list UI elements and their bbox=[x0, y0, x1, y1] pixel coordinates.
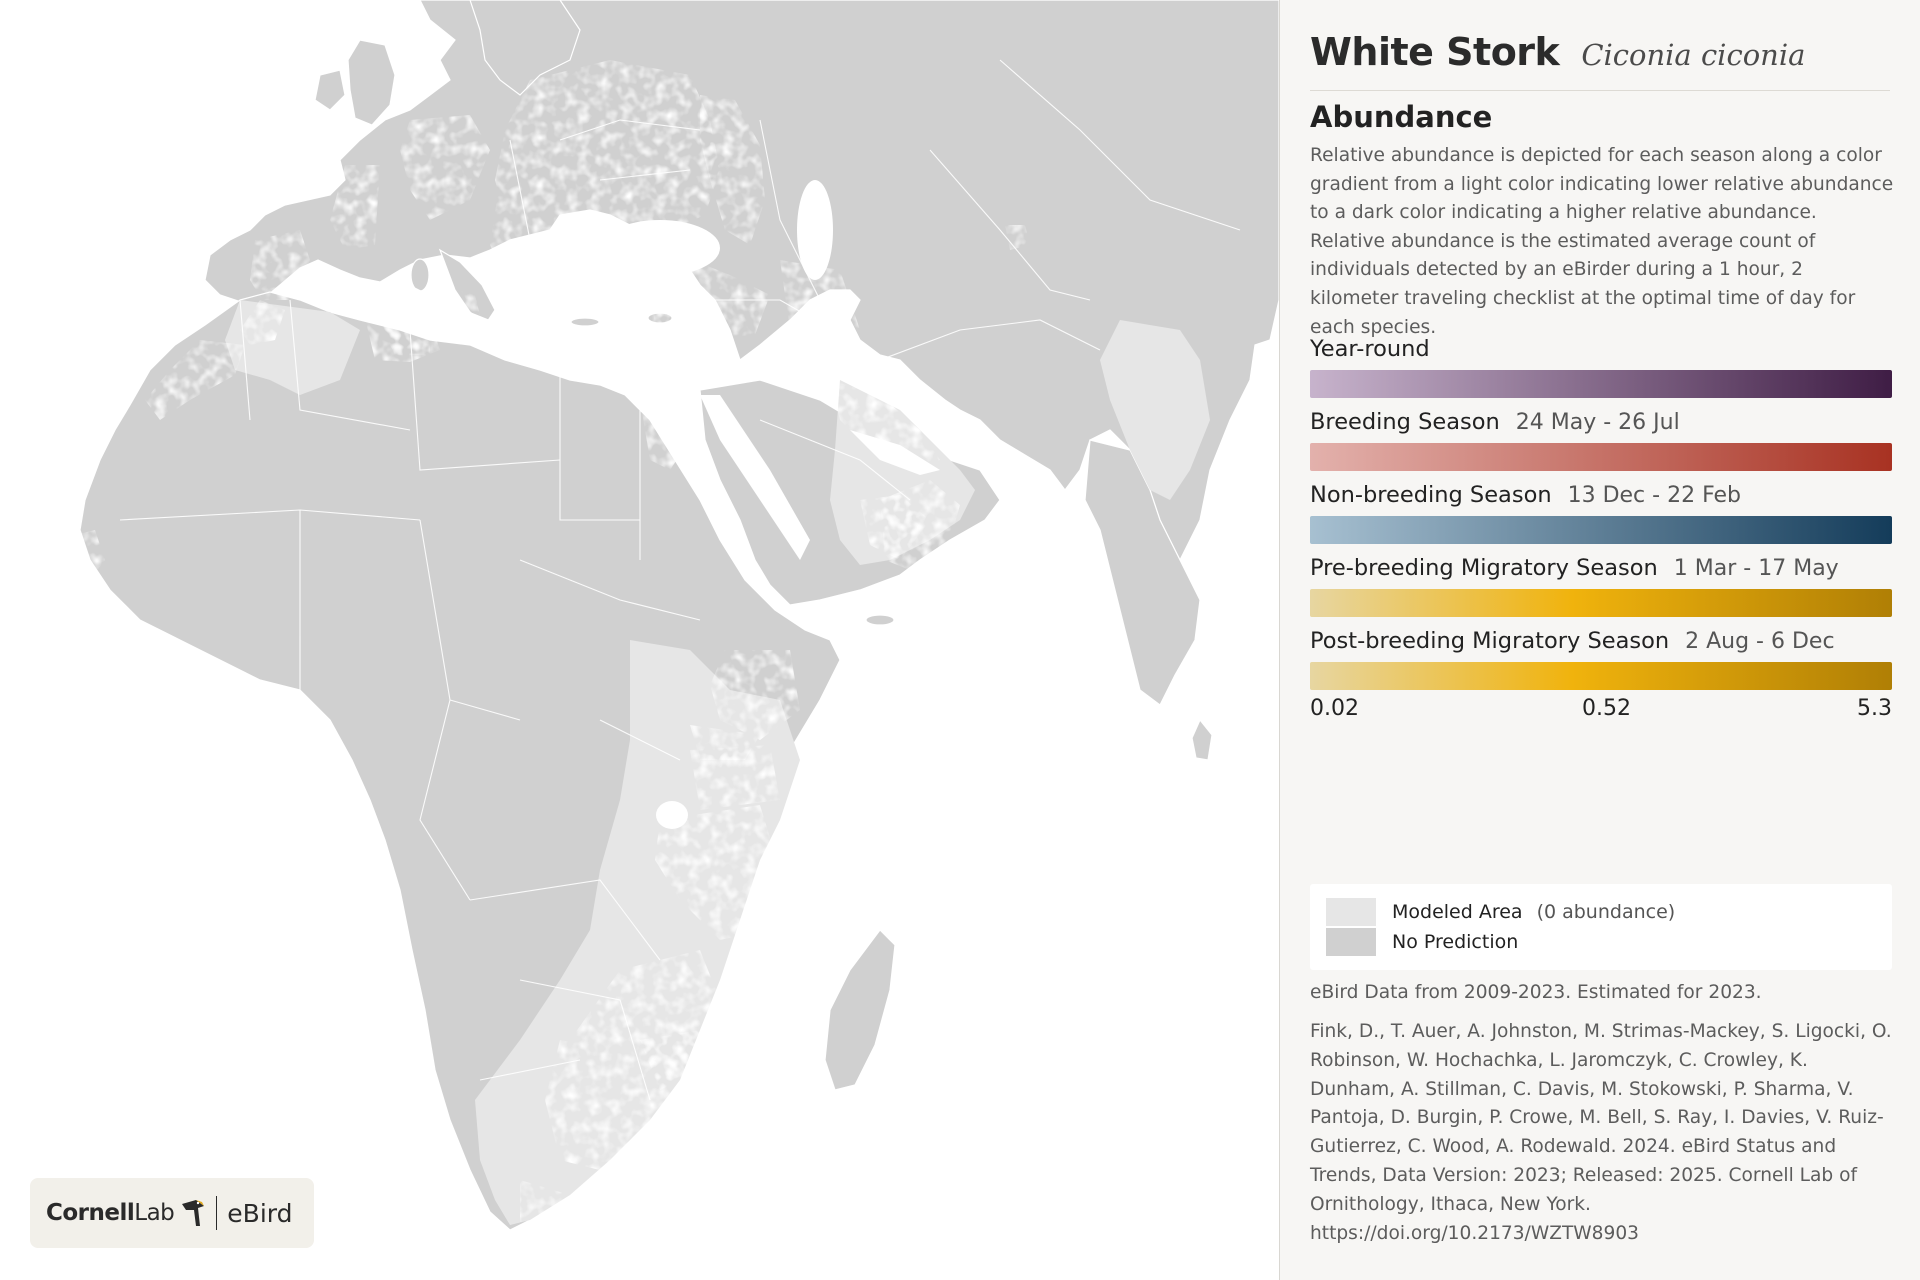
sri-lanka-landmass bbox=[1191, 718, 1213, 761]
area-legend: Modeled Area (0 abundance) No Prediction bbox=[1310, 884, 1892, 970]
season-gradient-bar bbox=[1310, 589, 1892, 617]
season-post-breeding: Post-breeding Migratory Season 2 Aug - 6… bbox=[1310, 628, 1892, 690]
logo-cornell: Cornell bbox=[46, 1200, 135, 1226]
species-scientific-name: Ciconia ciconia bbox=[1581, 38, 1806, 72]
legend-modeled-area: Modeled Area (0 abundance) bbox=[1326, 898, 1675, 926]
info-panel: White Stork Ciconia ciconia Abundance Re… bbox=[1279, 0, 1920, 1280]
abundance-migratory bbox=[455, 95, 1030, 1090]
ireland-landmass bbox=[314, 69, 346, 111]
species-title: White Stork Ciconia ciconia bbox=[1310, 30, 1890, 91]
sardinia-landmass bbox=[410, 258, 430, 292]
species-common-name: White Stork bbox=[1310, 30, 1560, 74]
abundance-description: Relative abundance is depicted for each … bbox=[1310, 145, 1894, 338]
logo-divider bbox=[216, 1196, 218, 1230]
season-label: Breeding Season bbox=[1310, 409, 1500, 435]
season-gradient-bar bbox=[1310, 662, 1892, 690]
scale-min: 0.02 bbox=[1310, 696, 1359, 721]
legend-no-prediction: No Prediction bbox=[1326, 928, 1518, 956]
season-year-round: Year-round bbox=[1310, 336, 1892, 398]
caspian-sea bbox=[797, 180, 833, 280]
scale-mid: 0.52 bbox=[1582, 696, 1631, 721]
season-non-breeding: Non-breeding Season 13 Dec - 22 Feb bbox=[1310, 482, 1892, 544]
logo-ebird: eBird bbox=[227, 1198, 293, 1228]
cornell-lab-ebird-logo[interactable]: CornellLab eBird bbox=[30, 1178, 314, 1248]
season-dates: 13 Dec - 22 Feb bbox=[1567, 483, 1742, 508]
country-borders bbox=[119, 59, 1241, 1101]
no-prediction-swatch bbox=[1326, 928, 1376, 956]
red-sea bbox=[700, 395, 810, 560]
water-layer bbox=[300, 180, 940, 829]
persian-gulf bbox=[850, 430, 940, 475]
scale-ticks: 0.02 0.52 5.3 bbox=[1310, 696, 1892, 726]
lake-victoria bbox=[656, 801, 688, 829]
season-gradient-bar bbox=[1310, 516, 1892, 544]
india-landmass bbox=[1084, 439, 1201, 706]
abundance-map[interactable]: CornellLab eBird bbox=[0, 0, 1279, 1280]
season-dates: 24 May - 26 Jul bbox=[1515, 410, 1680, 435]
data-note: eBird Data from 2009-2023. Estimated for… bbox=[1310, 982, 1762, 1003]
modeled-area-label: Modeled Area bbox=[1392, 901, 1523, 923]
season-label: Year-round bbox=[1310, 336, 1430, 362]
logo-lab: Lab bbox=[134, 1200, 175, 1226]
season-label: Pre-breeding Migratory Season bbox=[1310, 555, 1658, 581]
season-label: Post-breeding Migratory Season bbox=[1310, 628, 1670, 654]
bird-icon bbox=[182, 1200, 205, 1226]
map-canvas bbox=[75, 0, 1279, 1231]
abundance-non-breeding bbox=[75, 318, 960, 1222]
season-dates: 1 Mar - 17 May bbox=[1673, 556, 1839, 581]
modeled-area-note: (0 abundance) bbox=[1536, 901, 1676, 923]
abundance-breeding bbox=[490, 60, 770, 390]
season-dates: 2 Aug - 6 Dec bbox=[1685, 629, 1835, 654]
citation[interactable]: Fink, D., T. Auer, A. Johnston, M. Strim… bbox=[1310, 1021, 1892, 1244]
season-gradient-bar bbox=[1310, 443, 1892, 471]
scale-max: 5.3 bbox=[1857, 696, 1892, 721]
no-prediction-label: No Prediction bbox=[1392, 931, 1519, 953]
modeled-area-swatch bbox=[1326, 898, 1376, 926]
abundance-heading: Abundance bbox=[1310, 100, 1493, 134]
logo-cornell-text: CornellLab bbox=[46, 1200, 175, 1226]
season-breeding: Breeding Season 24 May - 26 Jul bbox=[1310, 409, 1892, 471]
season-gradient-bar bbox=[1310, 370, 1892, 398]
season-pre-breeding: Pre-breeding Migratory Season 1 Mar - 17… bbox=[1310, 555, 1892, 617]
madagascar-landmass bbox=[824, 929, 896, 1091]
black-sea bbox=[600, 220, 720, 276]
mediterranean-sea bbox=[300, 280, 690, 360]
socotra-landmass bbox=[865, 614, 895, 626]
britain-landmass bbox=[347, 39, 396, 126]
crete-landmass bbox=[570, 317, 600, 327]
season-label: Non-breeding Season bbox=[1310, 482, 1552, 508]
